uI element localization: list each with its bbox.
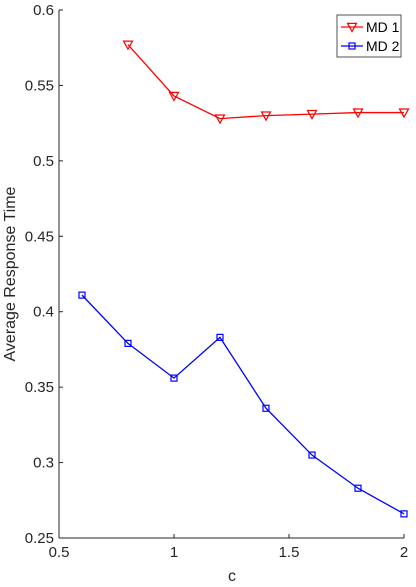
data-point <box>214 114 226 125</box>
data-point <box>354 484 362 492</box>
series-1 <box>122 40 410 125</box>
legend-marker <box>346 22 358 33</box>
data-point <box>170 374 178 382</box>
data-point <box>306 109 318 120</box>
data-point <box>352 108 364 119</box>
series-2 <box>78 291 408 518</box>
x-tick-label: 0.5 <box>49 544 70 561</box>
legend-label: MD 2 <box>366 38 400 54</box>
series-1-line <box>127 44 404 120</box>
legend-box <box>336 14 402 58</box>
y-tick-label: 0.3 <box>33 455 54 472</box>
x-tick-label: 1.5 <box>279 544 300 561</box>
y-tick-label: 0.45 <box>25 228 54 245</box>
legend-marker <box>348 42 356 50</box>
legend-label: MD 1 <box>366 19 400 35</box>
data-point <box>78 291 86 299</box>
x-axis-label: c <box>228 568 236 585</box>
x-tick-label: 2 <box>400 544 408 561</box>
x-tick-label: 1 <box>170 544 178 561</box>
data-point <box>168 91 180 102</box>
axes: 0.5 1 1.5 2 0.25 0.3 0.35 0.4 0.45 0.5 0.55 0.6 <box>25 2 408 561</box>
data-point <box>216 333 224 341</box>
legend-entry-1: MD 1 <box>341 19 400 35</box>
y-tick-label: 0.6 <box>33 2 54 19</box>
data-point <box>398 108 410 119</box>
series-group <box>78 40 410 518</box>
legend-entry-2: MD 2 <box>341 38 400 54</box>
y-tick-label: 0.25 <box>25 530 54 547</box>
y-tick-label: 0.4 <box>33 304 54 321</box>
y-tick-label: 0.5 <box>33 153 54 170</box>
y-tick-label: 0.55 <box>25 77 54 94</box>
data-point <box>124 339 132 347</box>
data-point <box>262 404 270 412</box>
y-axis-label: Average Response Time <box>2 186 19 361</box>
data-point <box>260 111 272 122</box>
data-point <box>122 40 134 51</box>
series-2-line <box>81 294 405 515</box>
data-point <box>400 510 408 518</box>
y-tick-label: 0.35 <box>25 379 54 396</box>
legend: MD 1 MD 2 <box>336 14 402 58</box>
data-point <box>308 451 316 459</box>
